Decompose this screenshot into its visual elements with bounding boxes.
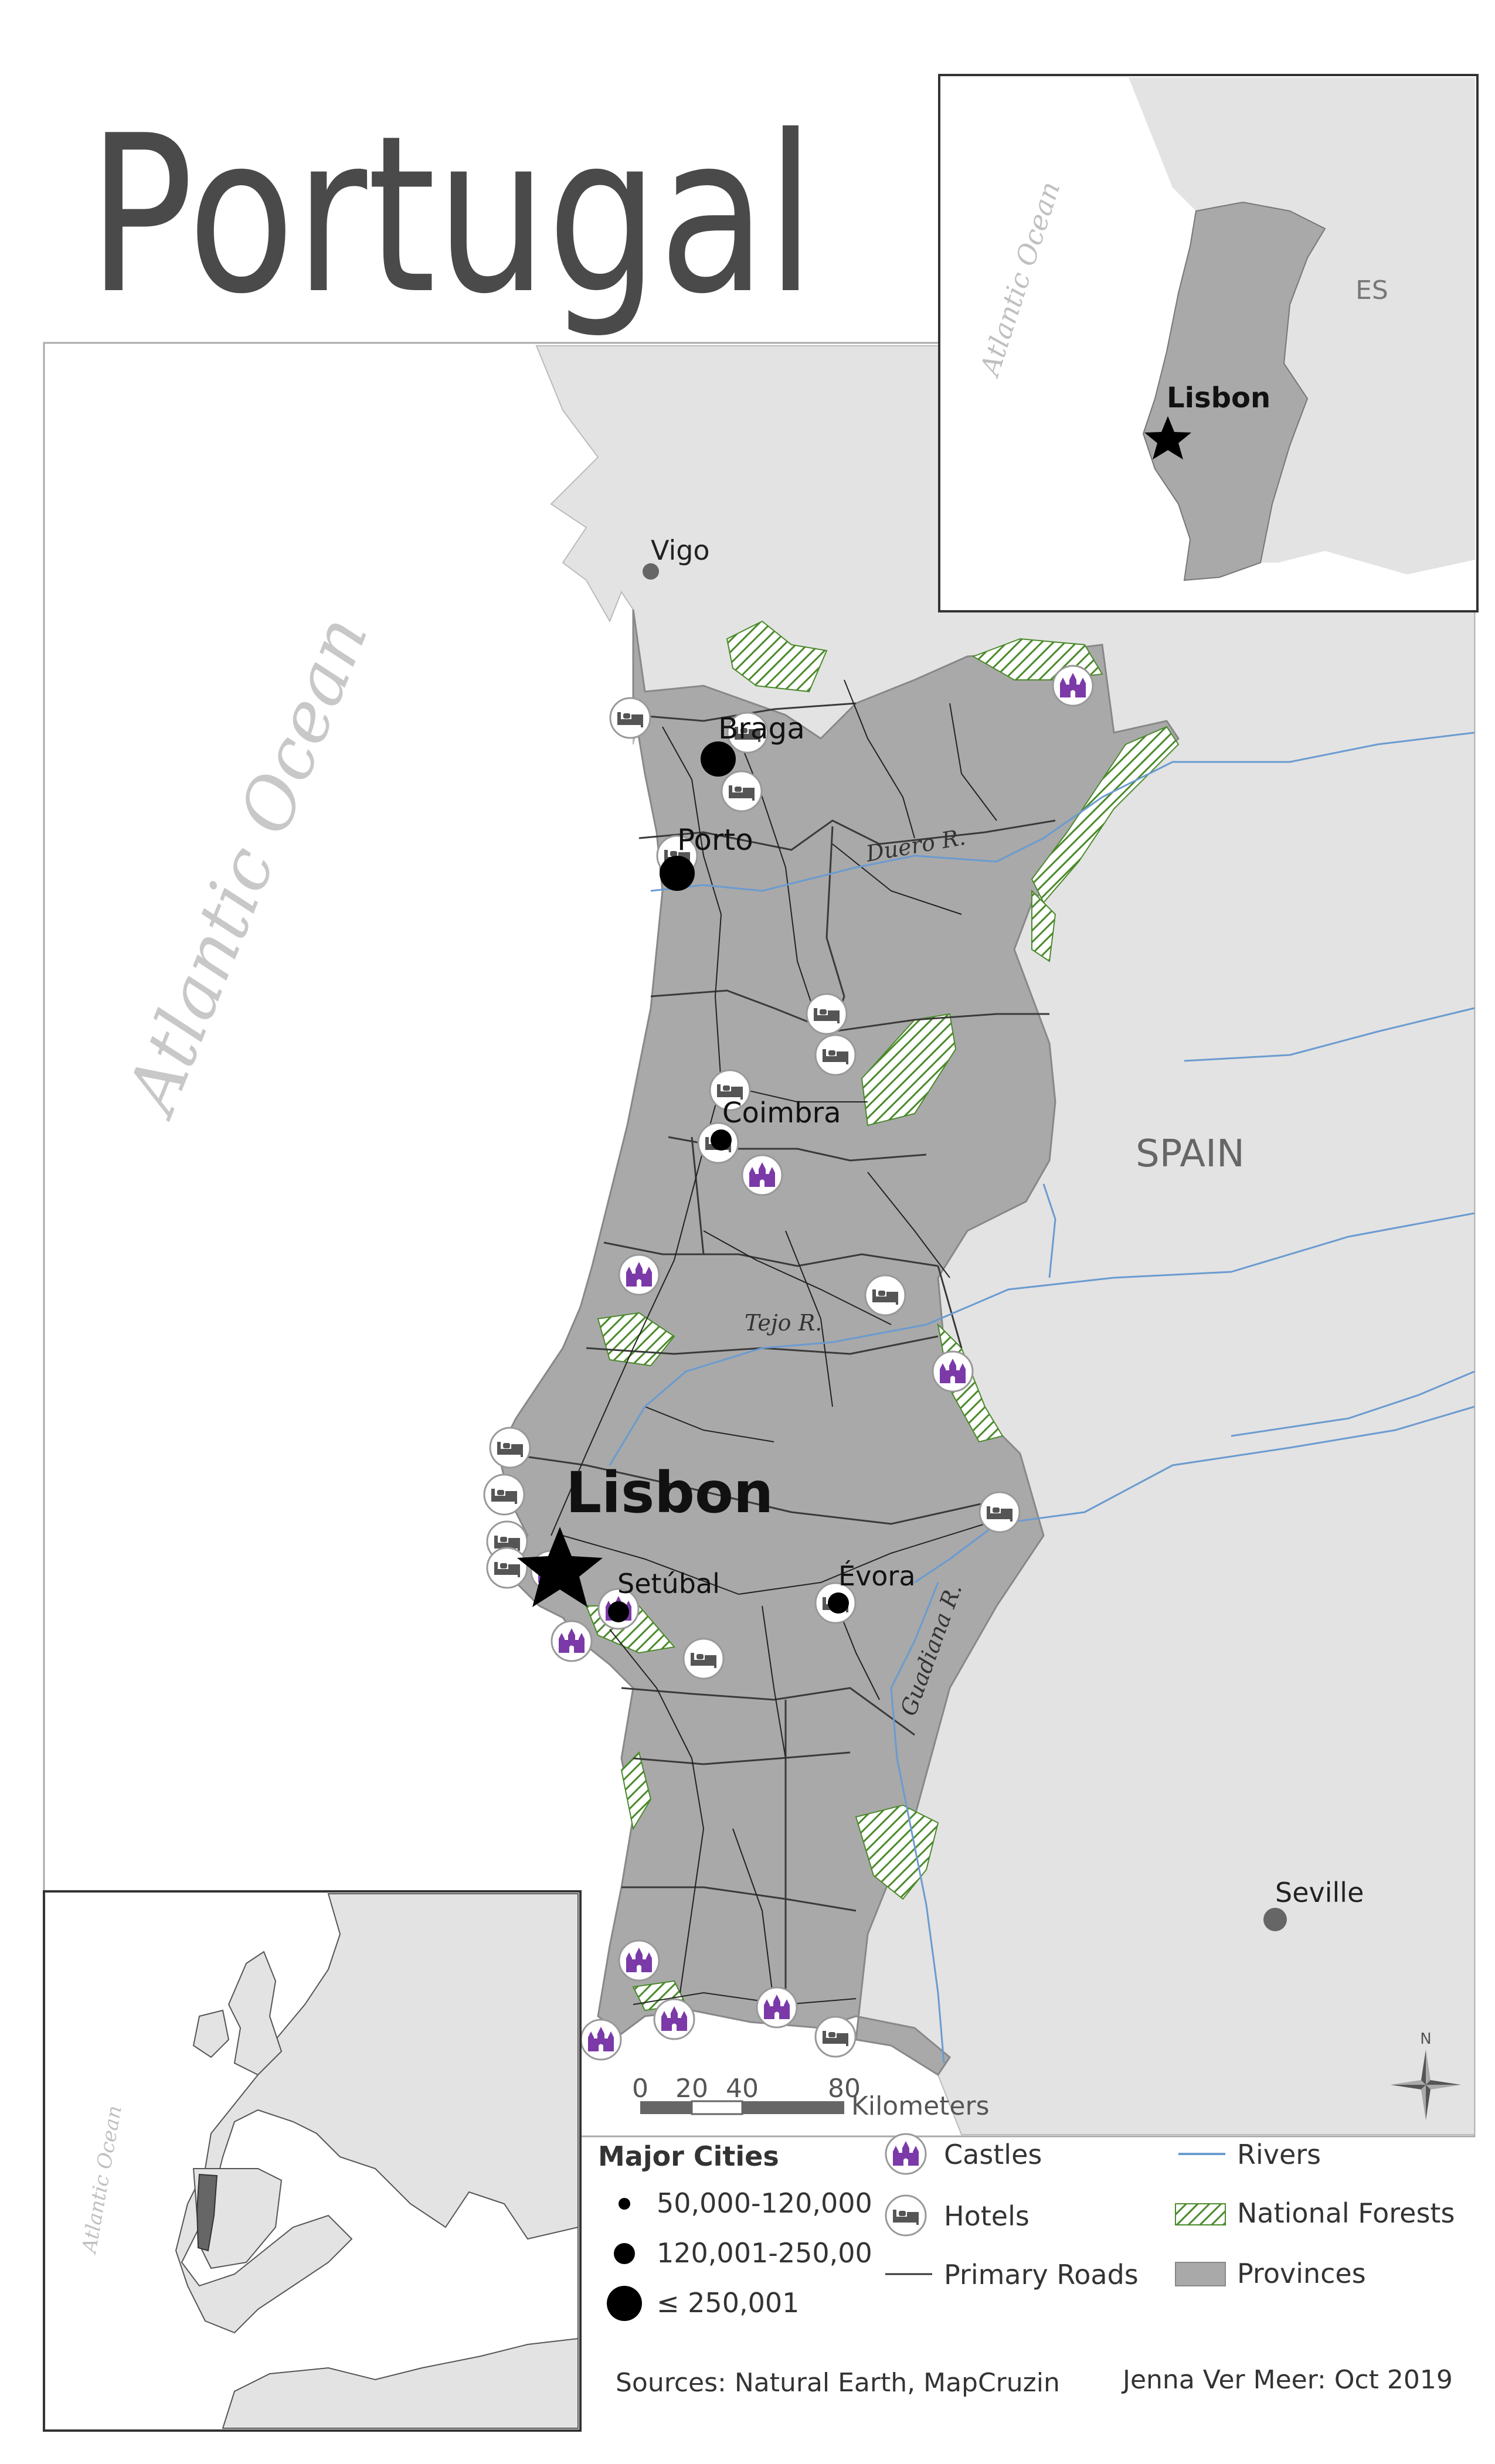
- castle-icon[interactable]: [741, 1154, 783, 1196]
- guadiana-south: [890, 1582, 945, 2064]
- inset-portugal-land: [1142, 201, 1326, 581]
- scale-tick-80: 80: [828, 2074, 861, 2104]
- city-dot-porto[interactable]: [660, 856, 695, 891]
- hotel-icon[interactable]: [609, 697, 651, 739]
- inset-es-label: ES: [1355, 275, 1388, 305]
- legend: Major Cities 50,000-120,000 120,001-250,…: [598, 2133, 1455, 2398]
- city-label-seville: Seville: [1275, 1877, 1364, 1908]
- castle-icon[interactable]: [580, 2019, 622, 2061]
- north-label: N: [1420, 2030, 1431, 2048]
- legend-city-small-dot: [619, 2198, 630, 2210]
- capital-label: Lisbon: [566, 1460, 773, 1526]
- guadiana-river: [914, 1405, 1475, 1584]
- guadalquivir: [1231, 1370, 1475, 1437]
- inset-spain-land: [1129, 77, 1475, 574]
- castle-icon[interactable]: [618, 1254, 660, 1296]
- city-markers: Vigo Braga Porto Coimbra Setúbal Évora S…: [608, 535, 1364, 1931]
- legend-castle-icon: [885, 2133, 927, 2175]
- scale-tick-0: 0: [632, 2074, 648, 2104]
- forest-douro: [1031, 726, 1180, 904]
- legend-provinces: Provinces: [1237, 2258, 1366, 2289]
- city-dot-braga[interactable]: [701, 741, 736, 777]
- spain-label: SPAIN: [1136, 1132, 1245, 1176]
- hotel-icon[interactable]: [483, 1473, 525, 1516]
- castle-icon[interactable]: [551, 1620, 593, 1662]
- legend-city-large: ≤ 250,001: [657, 2287, 799, 2319]
- scale-bar: 0 20 40 80 Kilometers: [632, 2074, 990, 2121]
- rivers: [609, 731, 1475, 2064]
- legend-cities-title: Major Cities: [598, 2140, 779, 2172]
- capital-marker[interactable]: Lisbon: [517, 1460, 773, 1607]
- city-label-braga: Braga: [718, 712, 805, 746]
- forest-douro-sul: [1031, 889, 1056, 962]
- city-label-setubal: Setúbal: [617, 1568, 720, 1599]
- forest-guadiana: [855, 1804, 939, 1900]
- inset-ireland: [192, 2009, 230, 2058]
- city-label-porto: Porto: [677, 823, 753, 857]
- inset-capital-star-icon[interactable]: [1144, 416, 1191, 460]
- compass-icon: [1391, 2050, 1461, 2120]
- city-label-evora: Évora: [838, 1560, 916, 1592]
- inset-portugal-highlight: [196, 2173, 218, 2252]
- city-dot-seville[interactable]: [1263, 1908, 1287, 1931]
- map-title: Portugal: [88, 90, 815, 342]
- city-label-coimbra: Coimbra: [722, 1097, 841, 1129]
- tagus-branch: [1042, 1183, 1056, 1278]
- tejo-label: Tejo R.: [745, 1310, 822, 1336]
- castle-icon[interactable]: [1052, 665, 1094, 707]
- city-label-vigo: Vigo: [651, 535, 710, 566]
- city-dot-vigo[interactable]: [643, 563, 659, 580]
- credits-sources: Sources: Natural Earth, MapCruzin: [616, 2368, 1060, 2398]
- city-dot-setubal[interactable]: [608, 1601, 629, 1622]
- hotel-icon[interactable]: [814, 1034, 857, 1076]
- castle-icon[interactable]: [756, 1986, 798, 2029]
- legend-hotels: Hotels: [944, 2200, 1029, 2232]
- hotel-icon[interactable]: [486, 1547, 528, 1589]
- legend-castles: Castles: [944, 2139, 1042, 2170]
- legend-forests-swatch: [1175, 2203, 1226, 2225]
- legend-city-small: 50,000-120,000: [657, 2187, 872, 2219]
- forest-peneda: [726, 620, 828, 693]
- legend-city-medium-dot: [614, 2243, 635, 2264]
- hotel-icon[interactable]: [721, 770, 763, 812]
- hotel-icon[interactable]: [806, 993, 848, 1035]
- inset-portugal: Atlantic Ocean ES Lisbon: [938, 74, 1479, 612]
- hotel-icon[interactable]: [978, 1491, 1021, 1533]
- tagus-upper: [1184, 1007, 1475, 1062]
- credits-author: Jenna Ver Meer: Oct 2019: [1121, 2365, 1453, 2395]
- legend-rivers: Rivers: [1237, 2139, 1321, 2170]
- city-dot-coimbra[interactable]: [711, 1129, 732, 1151]
- scale-tick-20: 20: [675, 2074, 708, 2104]
- legend-provinces-swatch: [1175, 2262, 1226, 2286]
- scale-unit: Kilometers: [851, 2091, 990, 2121]
- north-arrow: N: [1391, 2030, 1461, 2120]
- tejo-river: [609, 1212, 1475, 1466]
- hotel-icon[interactable]: [814, 2016, 857, 2058]
- scale-tick-40: 40: [726, 2074, 759, 2104]
- castle-icon[interactable]: [653, 1998, 695, 2040]
- legend-city-large-dot: [607, 2286, 642, 2321]
- legend-forests: National Forests: [1237, 2197, 1455, 2229]
- city-dot-evora[interactable]: [828, 1592, 849, 1614]
- hotel-icon[interactable]: [864, 1274, 906, 1316]
- duero-river: [650, 731, 1475, 892]
- hotel-icon[interactable]: [682, 1638, 725, 1680]
- inset-capital-label: Lisbon: [1167, 382, 1270, 414]
- main-map: Atlantic Ocean SPAIN Duero R. Tejo R. Gu…: [43, 342, 1476, 2138]
- legend-city-medium: 120,001-250,00: [657, 2237, 872, 2269]
- inset-britain: [227, 1951, 283, 2076]
- capital-star-icon[interactable]: [517, 1527, 603, 1607]
- hotel-icon[interactable]: [489, 1427, 531, 1469]
- legend-roads: Primary Roads: [944, 2259, 1139, 2291]
- inset-europe: Atlantic Ocean: [43, 1890, 582, 2432]
- legend-hotel-icon: [885, 2194, 927, 2237]
- castle-icon[interactable]: [618, 1939, 660, 1982]
- castle-icon[interactable]: [932, 1350, 974, 1393]
